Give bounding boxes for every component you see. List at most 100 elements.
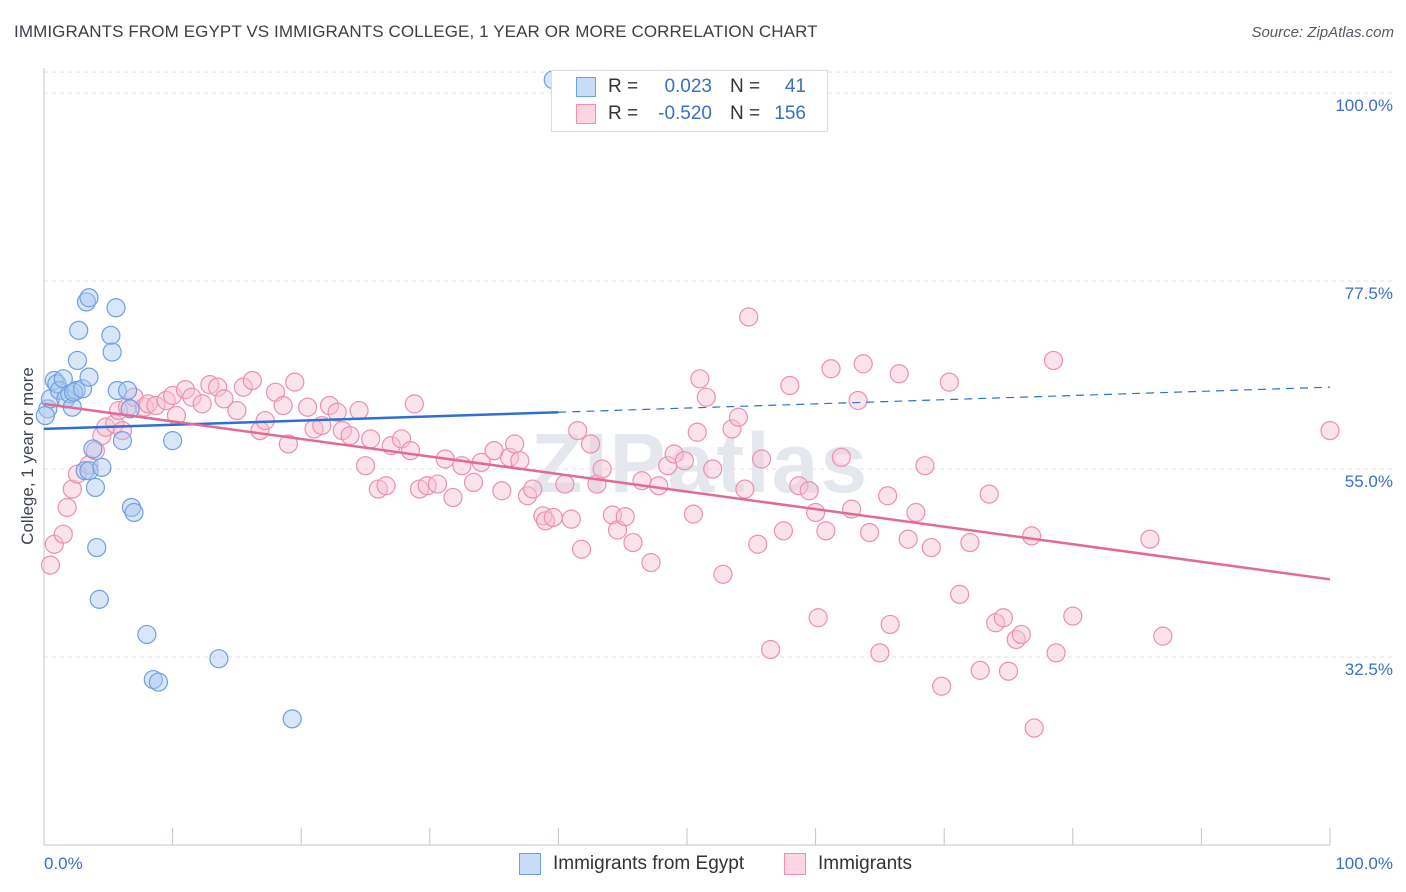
immigrants-point [921, 537, 941, 558]
y-tick-label: 100.0% [1335, 96, 1393, 115]
immigrants-point [713, 564, 733, 584]
immigrants-point [1022, 526, 1042, 546]
bottom-legend-label-immigrants: Immigrants [818, 853, 912, 874]
immigrants-point [175, 380, 196, 400]
immigrants-point [674, 451, 695, 471]
egypt-point [107, 380, 127, 401]
immigrants-point [805, 502, 826, 523]
correlation-legend: R = 0.023 N = 41 R = -0.520 N = 156 [551, 70, 828, 132]
immigrants-point [878, 486, 898, 506]
egypt-trend-extension [558, 386, 1331, 413]
immigrants-point [285, 372, 305, 392]
immigrants-point [915, 456, 935, 476]
immigrants-point [773, 521, 794, 541]
egypt-point [120, 399, 140, 419]
immigrants-point [492, 481, 512, 501]
legend-n-value: 41 [784, 76, 806, 97]
immigrants-point [568, 421, 588, 441]
immigrants-point [690, 369, 710, 389]
immigrants-point [156, 390, 176, 411]
egypt-point [106, 298, 126, 318]
immigrants-point [748, 534, 768, 554]
immigrants-point [808, 608, 828, 628]
immigrants-point [361, 429, 381, 449]
immigrants-point [880, 614, 900, 635]
immigrants-point [898, 529, 918, 549]
immigrants-point [182, 387, 202, 407]
immigrants-point [427, 474, 448, 494]
x-tick-label-min: 0.0% [44, 854, 83, 873]
legend-row-immigrants: R = -0.520 N = 156 [576, 103, 806, 125]
egypt-point [72, 379, 93, 399]
immigrants-point [571, 539, 592, 559]
egypt-points [35, 70, 563, 729]
bottom-legend-immigrants: Immigrants [784, 852, 912, 876]
immigrants-point [242, 370, 262, 391]
bottom-legend-swatch-immigrants [784, 853, 806, 875]
immigrants-point [993, 608, 1013, 628]
bottom-legend-swatch-egypt [519, 853, 541, 875]
immigrants-points [40, 307, 1340, 738]
immigrants-point [214, 389, 234, 409]
immigrants-point [1046, 643, 1066, 663]
immigrants-point [298, 397, 318, 417]
immigrants-point [138, 394, 158, 414]
immigrants-point [340, 426, 360, 446]
x-ticks [43, 828, 1331, 845]
legend-swatch-immigrants [576, 104, 596, 124]
immigrants-point [950, 584, 970, 604]
immigrants-point [821, 359, 841, 379]
egypt-point [79, 288, 99, 308]
egypt-point [92, 457, 112, 477]
egypt-point [101, 325, 121, 345]
immigrants-point [505, 434, 525, 454]
immigrants-point [1063, 606, 1083, 626]
bottom-legend-egypt: Immigrants from Egypt [519, 852, 744, 876]
immigrants-point [53, 524, 73, 544]
egypt-point [209, 649, 229, 669]
immigrants-point [932, 676, 952, 696]
immigrants-point [683, 504, 704, 524]
legend-r-label: R = [608, 76, 639, 97]
x-tick-label-max: 100.0% [1335, 854, 1393, 873]
source-label: Source: ZipAtlas.com [1251, 24, 1394, 41]
egypt-point [137, 624, 157, 645]
immigrants-point [40, 555, 61, 575]
y-tick-label: 77.5% [1345, 284, 1393, 303]
immigrants-point [355, 456, 376, 476]
immigrants-point [463, 472, 484, 492]
immigrants-point [739, 307, 759, 327]
immigrants-point [208, 377, 228, 397]
immigrants-point [561, 509, 581, 529]
immigrants-point [906, 502, 926, 523]
egypt-point [69, 320, 89, 340]
legend-n-label: N = [730, 76, 761, 97]
egypt-point [79, 367, 99, 387]
immigrants-point [703, 459, 723, 479]
egypt-point [89, 589, 109, 609]
immigrants-point [580, 434, 601, 454]
immigrants-point [889, 364, 909, 384]
y-tick-label: 55.0% [1345, 472, 1393, 491]
legend-row-egypt: R = 0.023 N = 41 [576, 76, 806, 98]
immigrants-point [751, 449, 772, 469]
legend-swatch-egypt [576, 77, 596, 97]
immigrants-point [62, 479, 82, 499]
immigrants-point [831, 447, 851, 467]
immigrants-point [592, 459, 612, 479]
chart-title: IMMIGRANTS FROM EGYPT VS IMMIGRANTS COLL… [14, 22, 818, 41]
egypt-point [112, 431, 133, 451]
legend-r-label: R = [608, 103, 639, 124]
egypt-point [148, 672, 169, 692]
immigrants-point [816, 521, 836, 541]
egypt-trend-line [43, 410, 559, 431]
immigrants-point [722, 419, 742, 439]
immigrants-point [227, 400, 247, 421]
trend-lines [43, 386, 1331, 581]
egypt-point [102, 342, 122, 362]
immigrants-point [278, 434, 298, 454]
egypt-point [121, 497, 142, 518]
y-axis-label: College, 1 year or more [18, 367, 37, 545]
immigrants-point [696, 387, 716, 407]
egypt-point [282, 709, 302, 729]
